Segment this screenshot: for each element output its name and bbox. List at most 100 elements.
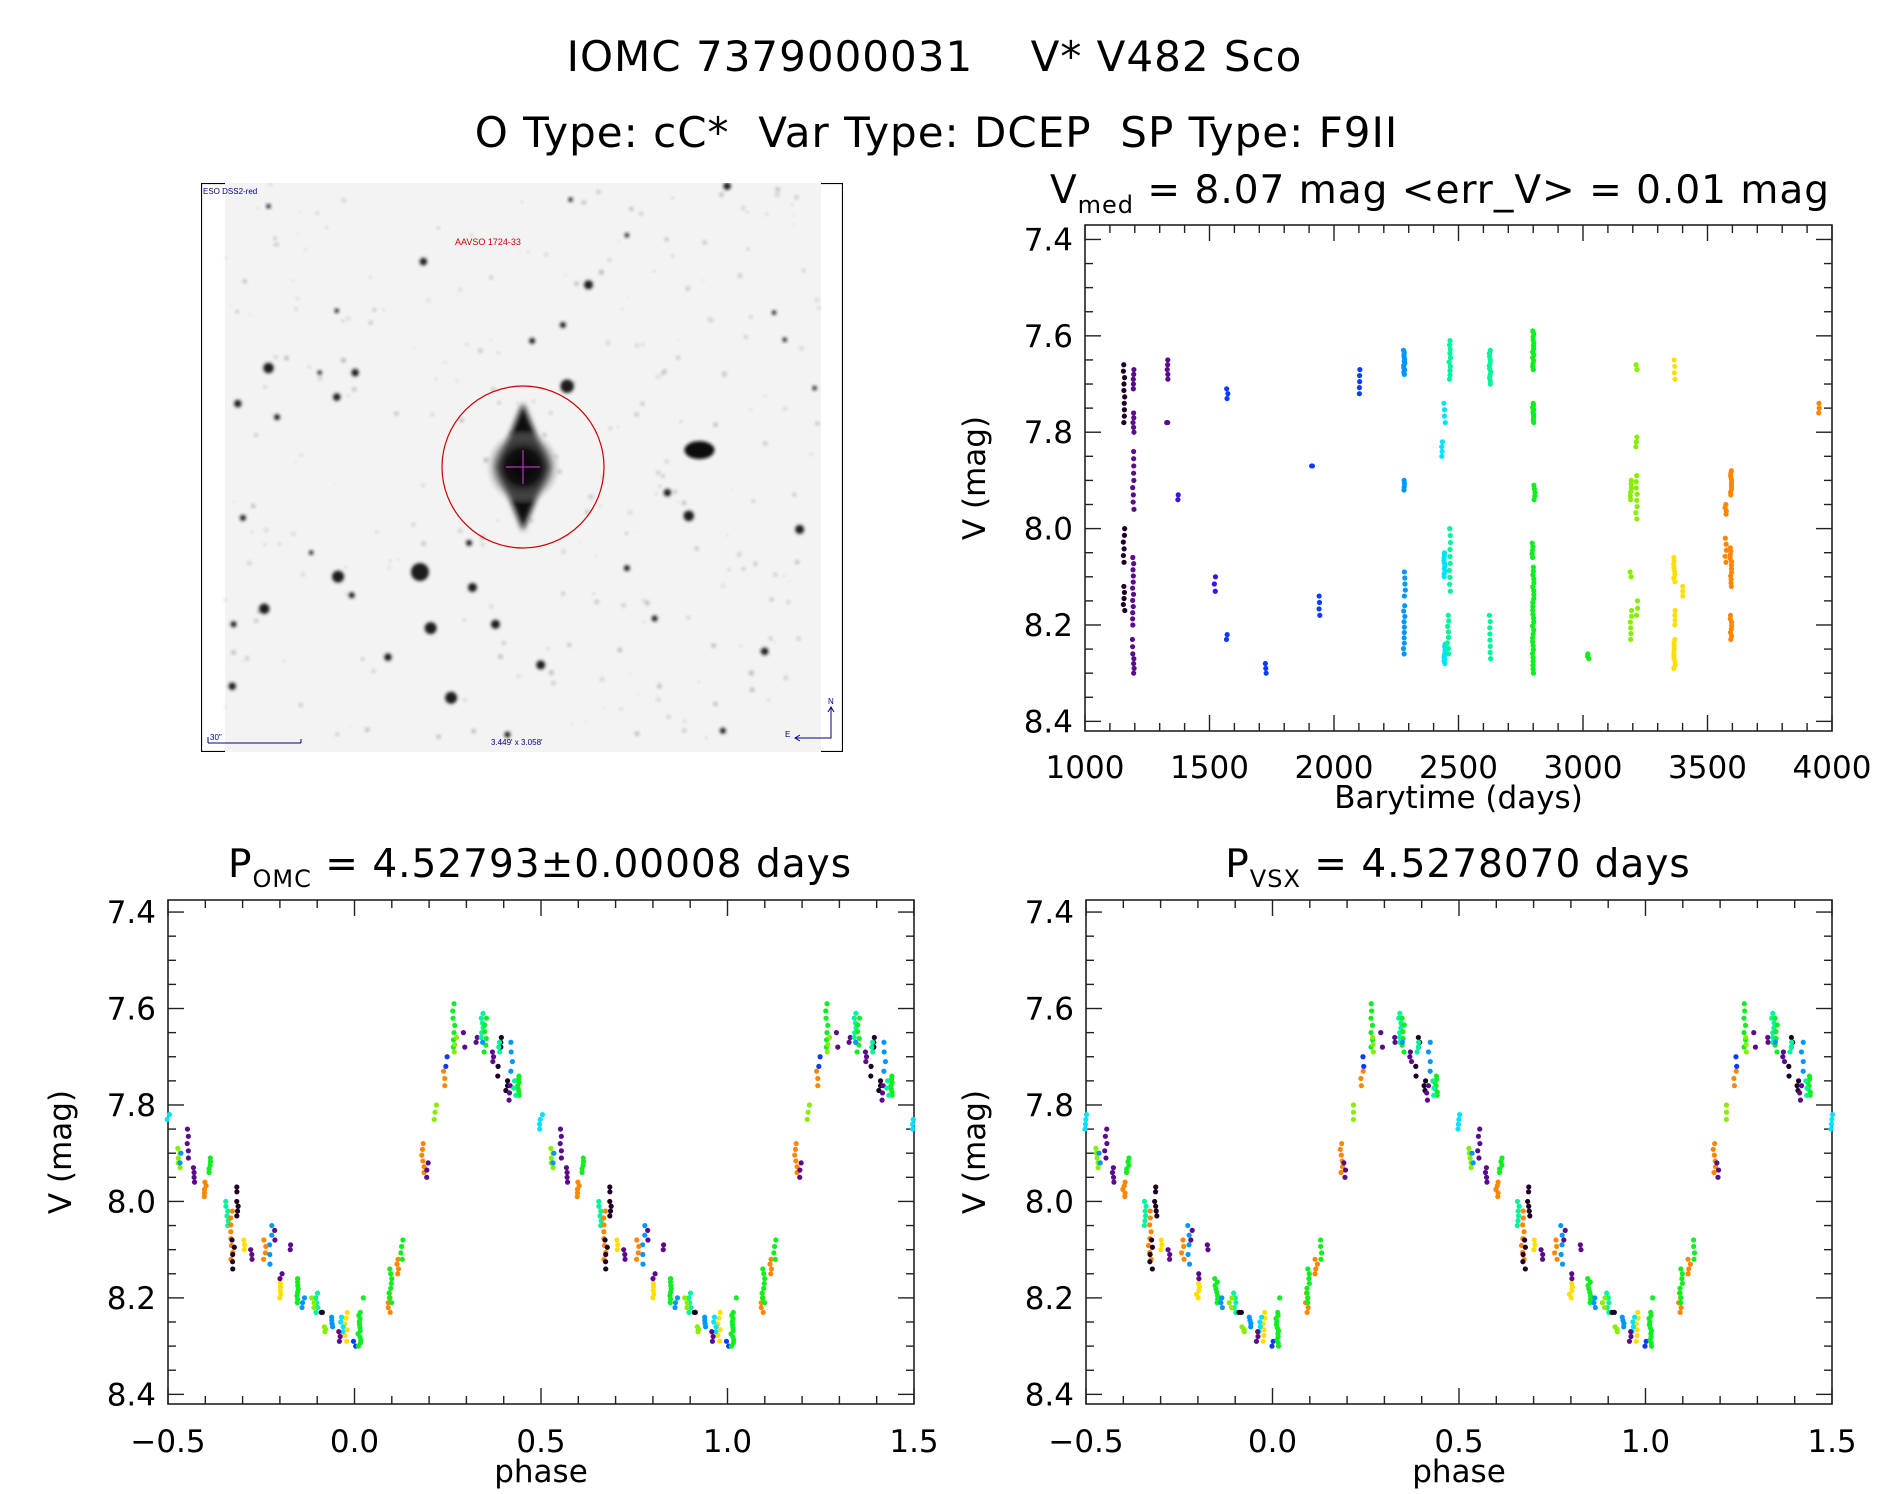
data-point (1627, 497, 1634, 503)
data-point (1743, 1042, 1749, 1048)
data-point (1475, 1148, 1481, 1154)
data-point (1357, 366, 1363, 373)
data-point (1148, 1229, 1154, 1235)
data-point (234, 1213, 240, 1219)
data-point (1082, 1126, 1088, 1132)
data-point (1341, 1160, 1347, 1166)
data-point (234, 1184, 240, 1190)
data-point (1338, 1152, 1344, 1158)
data-point (1531, 1237, 1537, 1243)
data-point (602, 1237, 608, 1243)
data-point (1781, 1058, 1788, 1065)
data-point (344, 1327, 350, 1333)
faint-star (627, 510, 633, 515)
faint-star (697, 681, 700, 684)
data-point (1723, 1109, 1730, 1115)
faint-star (251, 503, 256, 509)
faint-star (656, 697, 661, 702)
data-point (879, 1097, 885, 1103)
y-tick-label: 8.2 (1024, 608, 1073, 644)
data-point (1181, 1256, 1187, 1262)
data-point (1130, 573, 1136, 579)
data-point (1520, 1259, 1526, 1265)
x-tick-label: 0.0 (330, 1424, 379, 1460)
data-point (1415, 1034, 1421, 1041)
data-point (1262, 1309, 1268, 1315)
data-point (336, 1338, 343, 1344)
data-point (762, 1300, 768, 1306)
x-tick-label: 0.0 (1248, 1424, 1297, 1460)
data-point (1445, 651, 1452, 657)
data-point (1633, 485, 1639, 491)
data-point (602, 1259, 609, 1265)
data-point (825, 1022, 831, 1028)
data-point (846, 1039, 852, 1045)
data-point (558, 1155, 564, 1161)
data-point (1477, 1140, 1483, 1147)
faint-star (588, 494, 594, 500)
data-point (853, 1039, 859, 1045)
data-point (1765, 1039, 1771, 1045)
star (230, 621, 237, 628)
faint-star (254, 618, 259, 623)
faint-star (480, 542, 485, 546)
data-point (1446, 359, 1452, 365)
faint-star (249, 313, 252, 317)
data-point (1181, 1243, 1187, 1250)
x-tick-label: 0.5 (516, 1424, 565, 1460)
data-point (1634, 516, 1640, 522)
data-point (234, 1208, 241, 1214)
data-point (761, 1271, 767, 1277)
faint-star (224, 256, 228, 260)
data-point (1592, 1304, 1598, 1311)
data-point (1487, 618, 1493, 625)
star (258, 603, 270, 615)
data-point (1093, 1145, 1099, 1151)
data-point (424, 1174, 430, 1180)
faint-star (801, 268, 806, 272)
data-point (206, 1166, 212, 1172)
faint-star (661, 474, 665, 478)
data-point (607, 1198, 613, 1205)
star (651, 615, 658, 622)
faint-star (634, 412, 639, 417)
faint-star (642, 620, 646, 624)
data-point (1130, 585, 1136, 591)
data-point (1370, 1034, 1376, 1041)
data-point (537, 1126, 543, 1132)
spectral-type: SP Type: F9II (1120, 108, 1399, 157)
data-point (1482, 1169, 1489, 1176)
data-point (851, 1015, 857, 1021)
star (308, 550, 314, 555)
plot-frame (167, 899, 915, 1405)
data-point (1455, 1126, 1461, 1132)
data-point (340, 1324, 346, 1330)
data-point (490, 1054, 497, 1060)
data-point (261, 1237, 267, 1243)
y-tick-label: 8.2 (107, 1281, 156, 1317)
data-point (1797, 1090, 1803, 1096)
data-point (1554, 1256, 1560, 1262)
faint-star (666, 715, 671, 719)
faint-star (271, 243, 274, 246)
faint-star (263, 527, 269, 533)
data-point (1447, 355, 1454, 361)
faint-star (434, 377, 438, 381)
faint-star (655, 374, 661, 379)
data-point (1634, 503, 1640, 510)
faint-star (791, 203, 794, 206)
data-point (177, 1160, 183, 1166)
data-point (267, 1251, 273, 1258)
data-point (604, 1244, 610, 1250)
data-point (1530, 564, 1536, 570)
data-point (229, 1237, 235, 1243)
data-point (1360, 1054, 1366, 1060)
data-point (1786, 1073, 1792, 1079)
data-point (1591, 1300, 1597, 1306)
data-point (1628, 477, 1634, 484)
data-point (235, 1203, 241, 1209)
data-point (1305, 1295, 1311, 1301)
data-point (1446, 567, 1452, 573)
faint-star (394, 411, 399, 416)
